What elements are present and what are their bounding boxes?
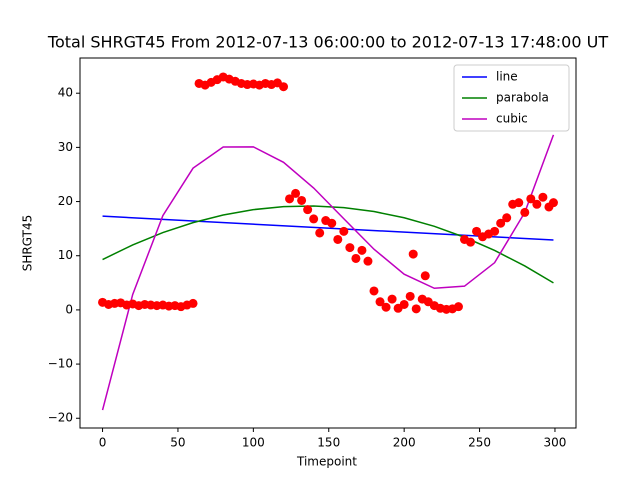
point — [405, 291, 415, 301]
fit-line — [102, 205, 554, 284]
point — [279, 82, 289, 92]
point — [327, 218, 337, 228]
x-tick-label: 250 — [468, 436, 491, 450]
point — [502, 213, 512, 223]
point — [339, 226, 349, 236]
y-tick-label: 0 — [65, 302, 73, 316]
y-tick-label: 30 — [58, 140, 73, 154]
legend-label: parabola — [496, 91, 549, 105]
legend-box — [453, 64, 570, 132]
point — [520, 207, 530, 217]
point — [408, 249, 418, 259]
point — [309, 214, 319, 224]
y-tick-label: −10 — [48, 357, 73, 371]
point — [399, 299, 409, 309]
point — [303, 205, 313, 215]
y-tick-label: 40 — [58, 86, 73, 100]
plot-frame — [79, 57, 577, 429]
legend-label: cubic — [496, 112, 528, 126]
point — [420, 271, 430, 281]
point — [472, 226, 482, 236]
point — [357, 245, 367, 255]
x-tick-label: 100 — [242, 436, 265, 450]
point — [548, 198, 558, 208]
point — [453, 302, 463, 312]
point — [345, 243, 355, 253]
y-tick-label: 20 — [58, 194, 73, 208]
x-axis-label: Timepoint — [296, 455, 357, 469]
point — [411, 304, 421, 314]
point — [532, 199, 542, 209]
point — [538, 192, 548, 202]
y-tick-label: 10 — [58, 248, 73, 262]
point — [381, 302, 391, 312]
x-tick-label: 50 — [170, 436, 185, 450]
point — [526, 194, 536, 204]
x-tick-label: 300 — [544, 436, 567, 450]
point — [375, 297, 385, 307]
point — [285, 194, 295, 204]
legend-label: line — [496, 70, 518, 84]
point — [333, 234, 343, 244]
point — [369, 286, 379, 296]
point — [363, 256, 373, 266]
point — [291, 188, 301, 198]
y-axis-label: SHRGT45 — [21, 215, 35, 271]
point — [387, 294, 397, 304]
x-tick-label: 200 — [393, 436, 416, 450]
x-tick-label: 150 — [317, 436, 340, 450]
x-tick-label: 0 — [99, 436, 107, 450]
point — [514, 198, 524, 208]
point — [490, 226, 500, 236]
point — [188, 298, 198, 308]
point — [315, 228, 325, 238]
fit-line — [101, 134, 555, 411]
point — [297, 195, 307, 205]
y-tick-label: −20 — [48, 411, 73, 425]
chart-title: Total SHRGT45 From 2012-07-13 06:00:00 t… — [47, 33, 608, 52]
point — [466, 237, 476, 247]
point — [351, 253, 361, 263]
point — [496, 218, 506, 228]
